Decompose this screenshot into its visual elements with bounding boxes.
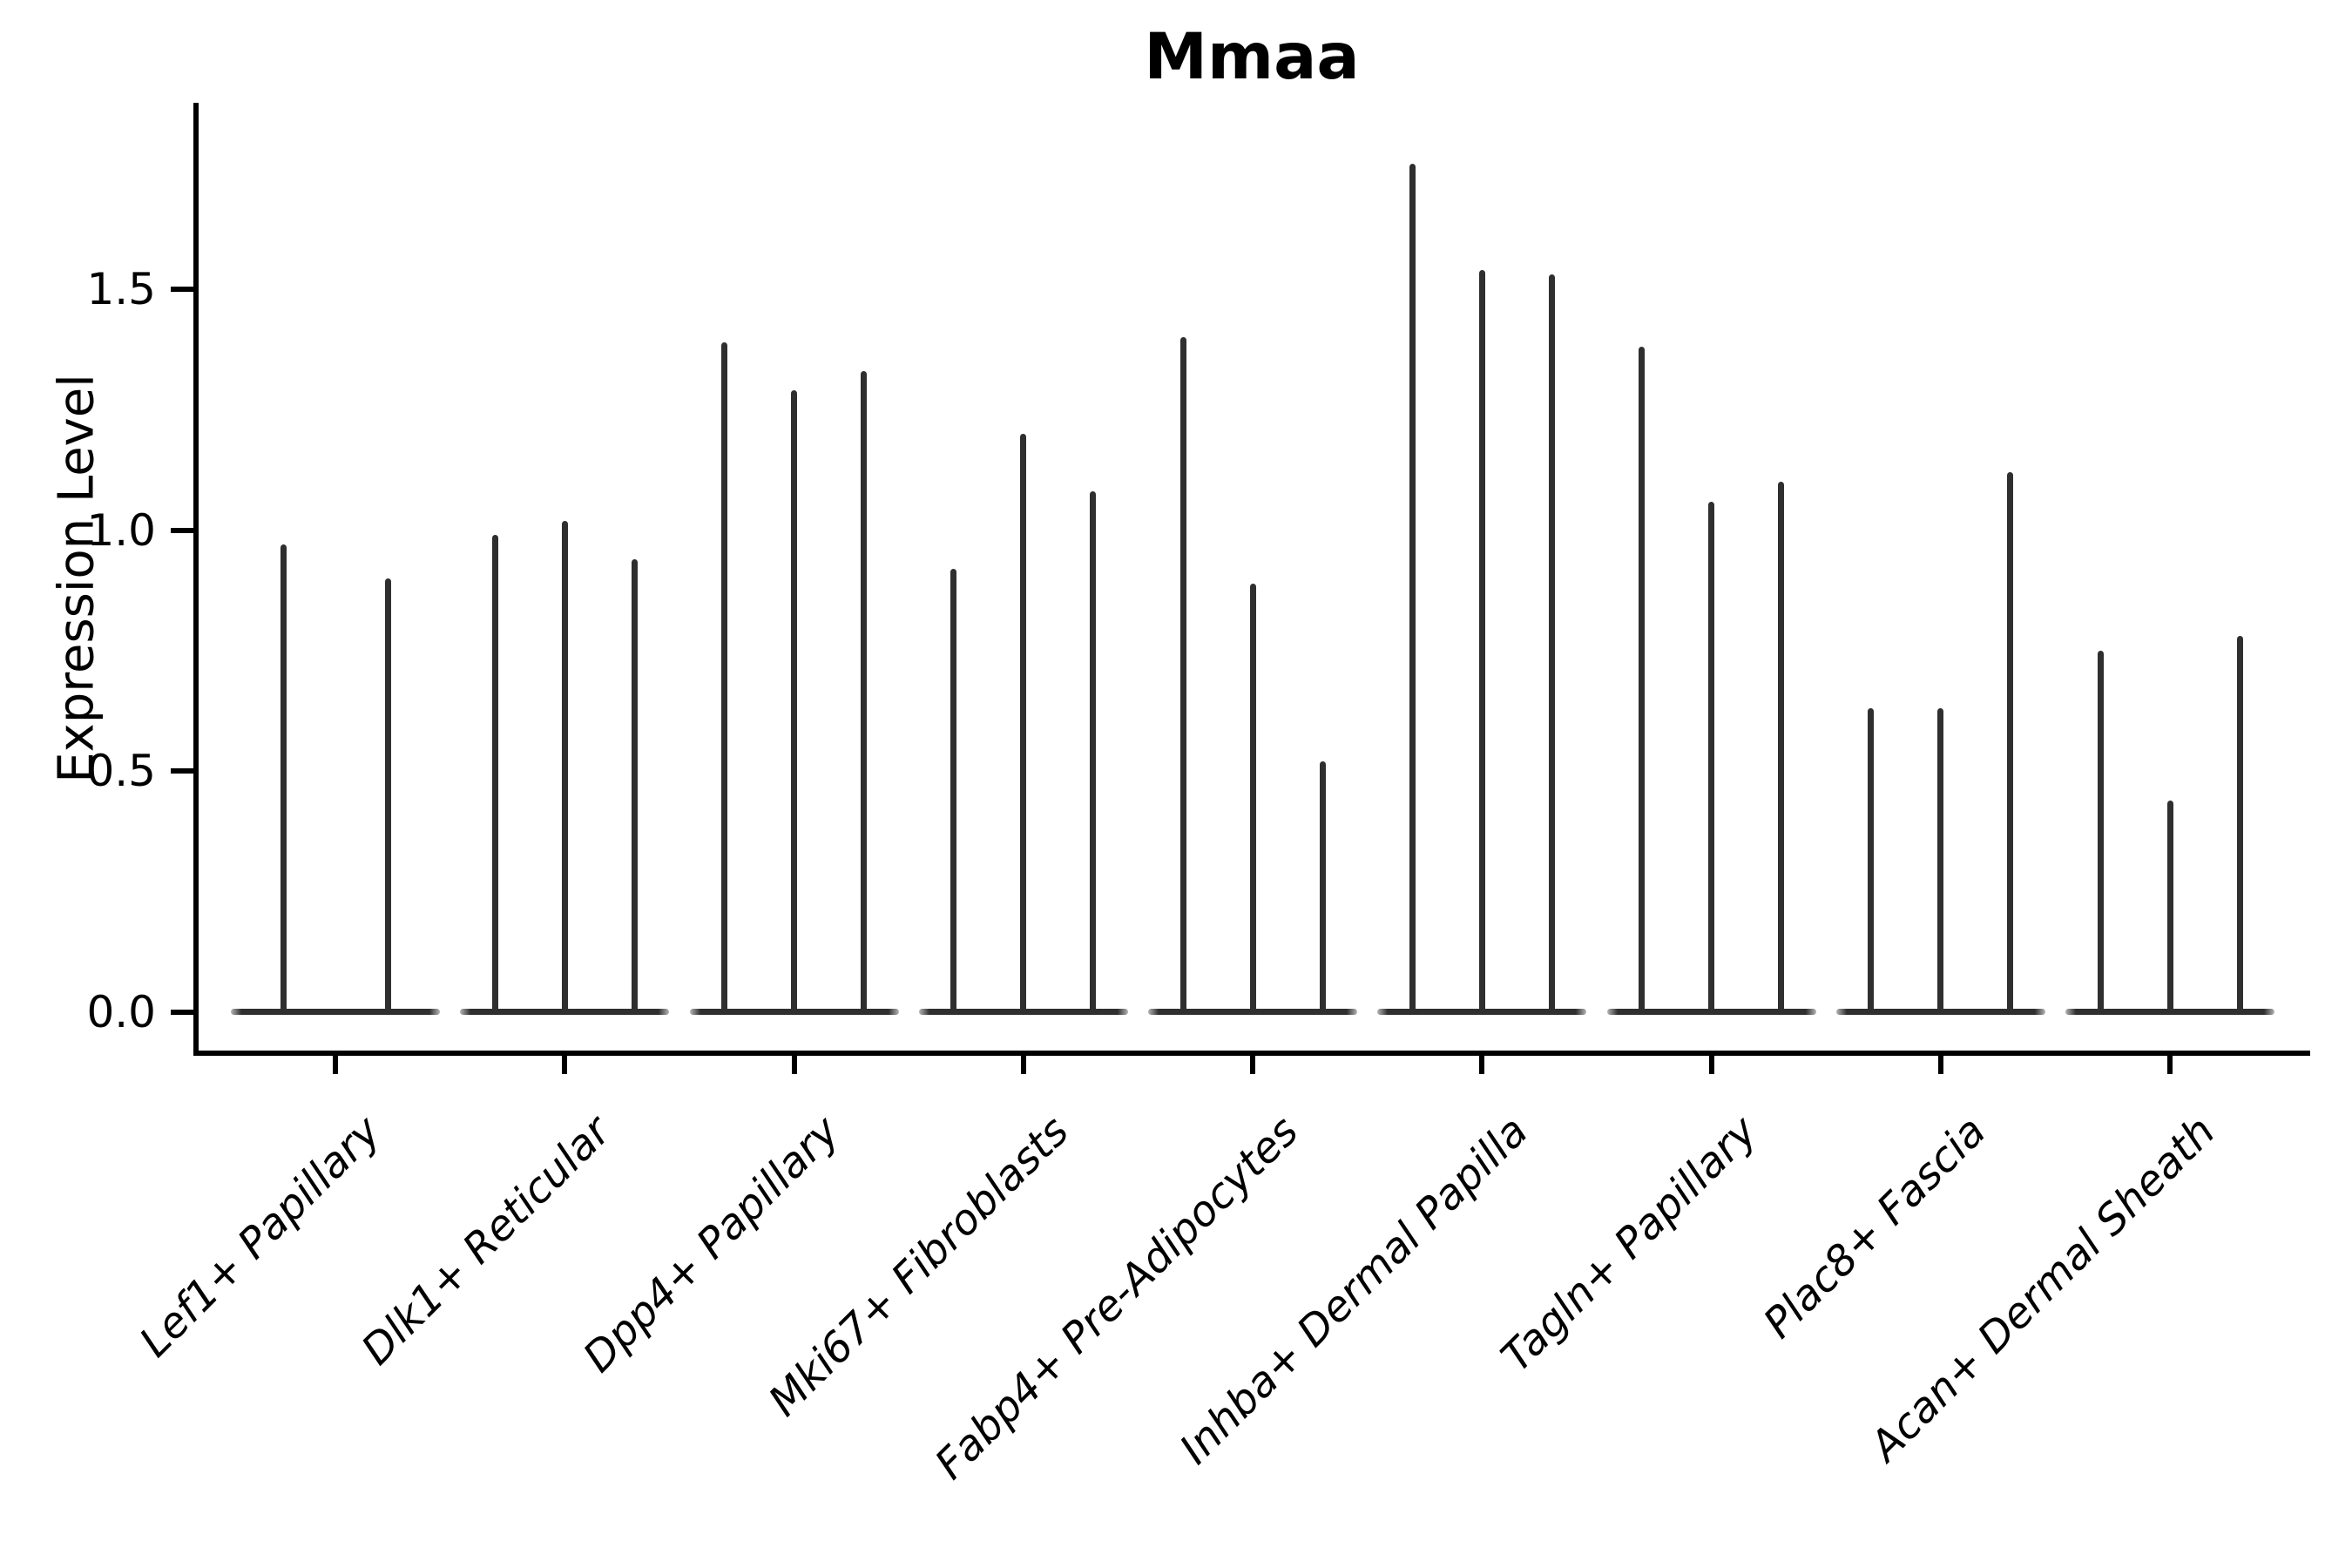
violin-needle: [791, 390, 797, 1015]
violin-needle: [1020, 434, 1027, 1015]
y-tick: [171, 768, 193, 774]
y-axis-spine: [193, 103, 199, 1056]
chart-title: Mmaa: [1144, 20, 1360, 94]
x-tick-label: Tagln+ Papillary: [1491, 1106, 1767, 1382]
violin-needle: [280, 544, 287, 1015]
y-tick: [171, 1010, 193, 1015]
x-tick-label: Dlk1+ Reticular: [352, 1106, 620, 1375]
violin-needle: [1409, 164, 1416, 1015]
violin-needle: [2236, 636, 2243, 1015]
violin-needle: [2007, 472, 2014, 1015]
x-tick: [1708, 1056, 1714, 1074]
x-tick: [2167, 1056, 2173, 1074]
violin-needle: [2166, 800, 2173, 1015]
violin-needle: [1639, 347, 1645, 1015]
violin-needle: [1179, 337, 1186, 1015]
violin-base: [231, 1009, 440, 1015]
y-tick: [171, 527, 193, 533]
violin-needle: [861, 371, 867, 1015]
violin-needle: [721, 341, 727, 1015]
x-tick: [791, 1056, 797, 1074]
violin-needle: [1249, 583, 1256, 1015]
violin-needle: [1868, 708, 1875, 1015]
violin-needle: [1090, 491, 1097, 1015]
violin-needle: [1478, 269, 1485, 1015]
violin-needle: [631, 558, 638, 1015]
x-tick-label: Plac8+ Fascia: [1754, 1106, 1996, 1348]
x-tick: [562, 1056, 568, 1074]
x-axis-spine: [193, 1051, 2310, 1056]
x-tick: [1479, 1056, 1485, 1074]
y-tick-label: 0.0: [86, 987, 156, 1037]
violin-needle: [2097, 651, 2104, 1015]
x-tick-label: Lef1+ Papillary: [131, 1106, 391, 1367]
violin-needle: [384, 578, 391, 1015]
violin-needle: [950, 568, 957, 1015]
x-tick: [1020, 1056, 1026, 1074]
y-tick: [171, 287, 193, 293]
violin-needle: [561, 520, 568, 1015]
x-tick-label: Dpp4+ Papillary: [574, 1106, 849, 1382]
x-tick: [1250, 1056, 1255, 1074]
x-tick: [333, 1056, 338, 1074]
y-axis-label: Expression Level: [48, 374, 105, 783]
violin-needle: [1708, 501, 1714, 1015]
x-tick-label: Fabp4+ Pre-Adipocytes: [925, 1106, 1308, 1490]
violin-needle: [491, 535, 498, 1015]
y-tick-label: 1.0: [86, 504, 156, 556]
violin-needle: [1548, 274, 1555, 1015]
y-tick-label: 1.5: [86, 264, 156, 315]
violin-needle: [1319, 761, 1326, 1015]
y-tick-label: 0.5: [86, 746, 156, 797]
violin-needle: [1937, 708, 1944, 1015]
violin-needle: [1778, 482, 1784, 1015]
x-tick: [1937, 1056, 1943, 1074]
